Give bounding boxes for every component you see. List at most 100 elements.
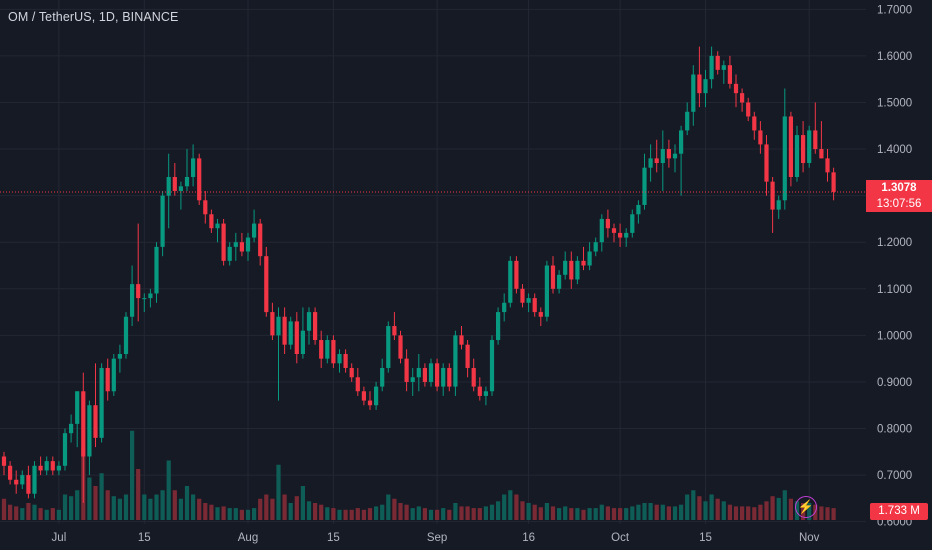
- candle-body: [154, 246, 159, 294]
- candle-body: [386, 326, 391, 368]
- candle-body: [526, 298, 531, 303]
- volume-bar: [563, 506, 568, 520]
- volume-bar: [581, 509, 586, 520]
- volume-bar: [727, 504, 732, 520]
- volume-bar: [148, 498, 153, 520]
- candle-body: [197, 158, 202, 201]
- candle-body: [282, 316, 287, 345]
- lightning-bolt-icon[interactable]: ⚡: [795, 496, 817, 518]
- candle-body: [770, 181, 775, 210]
- volume-bar: [489, 504, 495, 520]
- candle-body: [148, 293, 153, 299]
- candle-body: [380, 367, 385, 387]
- candle-body: [715, 55, 720, 70]
- volume-bar: [313, 503, 318, 520]
- y-tick-label: 1.4000: [877, 144, 912, 156]
- candle-body: [428, 363, 434, 382]
- candle-body: [93, 405, 98, 438]
- volume-bar: [276, 464, 281, 520]
- candle-body: [258, 223, 263, 257]
- candle-body: [184, 177, 190, 187]
- volume-bar: [38, 508, 43, 520]
- candle-body: [794, 135, 800, 177]
- candle-body: [691, 74, 696, 112]
- volume-bar: [50, 508, 55, 520]
- bar-countdown-label: 13:07:56: [866, 197, 932, 212]
- volume-bar: [99, 473, 104, 520]
- candle-body: [123, 316, 129, 354]
- candle-body: [392, 326, 397, 336]
- y-tick-label: 0.8000: [877, 424, 912, 436]
- candle-body: [306, 312, 312, 331]
- candle-body: [459, 335, 464, 345]
- candle-body: [422, 367, 427, 382]
- volume-bar: [8, 504, 13, 520]
- candle-body: [477, 386, 482, 396]
- candle-body: [136, 284, 141, 299]
- candle-body: [209, 214, 214, 229]
- candle-body: [502, 302, 507, 313]
- candle-body: [447, 367, 452, 387]
- volume-bar: [746, 506, 751, 520]
- candle-body: [276, 316, 281, 336]
- candle-body: [191, 158, 196, 177]
- volume-bar: [764, 501, 769, 520]
- volume-bar: [514, 494, 519, 520]
- candle-body: [788, 116, 793, 177]
- volume-bar: [538, 507, 543, 520]
- candle-body: [294, 321, 299, 354]
- x-tick-label: 16: [522, 532, 535, 544]
- volume-bar: [264, 494, 269, 520]
- volume-bar: [215, 507, 220, 520]
- candle-body: [398, 335, 403, 359]
- volume-bar: [752, 507, 757, 520]
- candle-body: [557, 274, 562, 289]
- candle-body: [160, 195, 165, 247]
- volume-bar: [319, 504, 324, 520]
- x-tick-label: 15: [138, 532, 151, 544]
- candle-body: [746, 102, 751, 117]
- candle-body: [56, 465, 61, 471]
- volume-bar: [685, 494, 690, 520]
- candle-body: [813, 130, 818, 150]
- volume-bar: [569, 508, 574, 520]
- volume-bar: [526, 503, 531, 520]
- time-axis[interactable]: Jul 15 Aug 15 Sep 16 Oct 15 Nov: [52, 532, 820, 544]
- volume-bar: [410, 508, 415, 520]
- volume-bar: [453, 503, 458, 520]
- candle-body: [550, 265, 556, 289]
- volume-bar: [550, 506, 556, 520]
- candle-body: [264, 256, 269, 313]
- volume-bar: [776, 497, 781, 520]
- volume-bar: [56, 509, 61, 520]
- volume-bar: [252, 508, 257, 520]
- volume-bar: [172, 490, 177, 520]
- price-axis[interactable]: 1.70001.60001.50001.40001.30001.20001.10…: [877, 4, 912, 528]
- candle-body: [587, 251, 592, 266]
- candle-body: [508, 260, 513, 303]
- volume-bar: [398, 503, 403, 520]
- volume-bar: [197, 498, 202, 520]
- y-tick-label: 0.9000: [877, 377, 912, 389]
- candle-body: [819, 149, 824, 159]
- volume-bar: [374, 506, 379, 520]
- volume-bar: [532, 504, 537, 520]
- volume-bar: [733, 506, 739, 520]
- volume-bar: [367, 508, 373, 520]
- candle-body: [252, 223, 257, 238]
- candle-body: [239, 242, 244, 252]
- volume-bar: [672, 506, 678, 520]
- volume-bar: [130, 430, 135, 520]
- volume-bar: [380, 504, 385, 520]
- candle-body: [44, 461, 49, 471]
- volume-bar: [770, 496, 775, 520]
- candle-body: [648, 158, 653, 168]
- candlesticks: [1, 46, 836, 504]
- y-tick-label: 1.1000: [877, 284, 912, 296]
- volume-bar: [709, 494, 714, 520]
- volume-bar: [258, 498, 263, 520]
- candle-body: [654, 158, 659, 164]
- volume-bar: [819, 506, 824, 520]
- volume-bar: [740, 506, 745, 520]
